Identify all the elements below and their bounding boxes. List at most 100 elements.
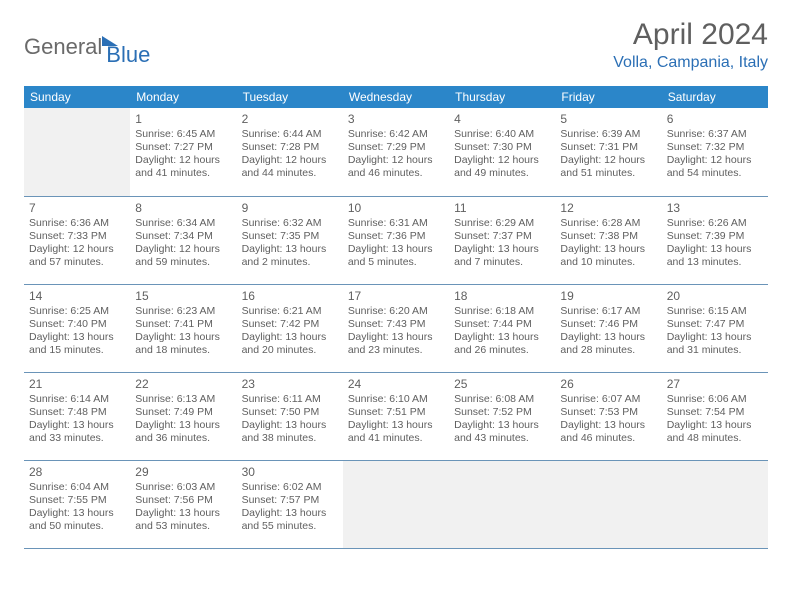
daylight-line: and 20 minutes. (242, 344, 338, 357)
daylight-line: and 26 minutes. (454, 344, 550, 357)
calendar-cell: 10Sunrise: 6:31 AMSunset: 7:36 PMDayligh… (343, 196, 449, 284)
day-number: 26 (560, 377, 656, 391)
sunset-line: Sunset: 7:46 PM (560, 318, 656, 331)
daylight-line: and 57 minutes. (29, 256, 125, 269)
sunrise-line: Sunrise: 6:37 AM (667, 128, 763, 141)
sunset-line: Sunset: 7:57 PM (242, 494, 338, 507)
sunset-line: Sunset: 7:30 PM (454, 141, 550, 154)
calendar-cell: 13Sunrise: 6:26 AMSunset: 7:39 PMDayligh… (662, 196, 768, 284)
daylight-line: and 46 minutes. (348, 167, 444, 180)
daylight-line: Daylight: 13 hours (667, 331, 763, 344)
sunrise-line: Sunrise: 6:14 AM (29, 393, 125, 406)
daylight-line: and 33 minutes. (29, 432, 125, 445)
daylight-line: Daylight: 13 hours (667, 243, 763, 256)
sunrise-line: Sunrise: 6:23 AM (135, 305, 231, 318)
daylight-line: and 18 minutes. (135, 344, 231, 357)
sunset-line: Sunset: 7:44 PM (454, 318, 550, 331)
sunset-line: Sunset: 7:49 PM (135, 406, 231, 419)
day-header: Monday (130, 86, 236, 108)
sunset-line: Sunset: 7:34 PM (135, 230, 231, 243)
day-header: Sunday (24, 86, 130, 108)
sunset-line: Sunset: 7:48 PM (29, 406, 125, 419)
daylight-line: Daylight: 13 hours (242, 419, 338, 432)
sunset-line: Sunset: 7:28 PM (242, 141, 338, 154)
daylight-line: and 31 minutes. (667, 344, 763, 357)
sunset-line: Sunset: 7:35 PM (242, 230, 338, 243)
calendar-cell: 15Sunrise: 6:23 AMSunset: 7:41 PMDayligh… (130, 284, 236, 372)
calendar-cell: 4Sunrise: 6:40 AMSunset: 7:30 PMDaylight… (449, 108, 555, 196)
day-number: 17 (348, 289, 444, 303)
daylight-line: Daylight: 13 hours (242, 243, 338, 256)
calendar-cell: 5Sunrise: 6:39 AMSunset: 7:31 PMDaylight… (555, 108, 661, 196)
daylight-line: and 55 minutes. (242, 520, 338, 533)
sunset-line: Sunset: 7:41 PM (135, 318, 231, 331)
sunset-line: Sunset: 7:29 PM (348, 141, 444, 154)
page-title: April 2024 (613, 18, 768, 52)
sunset-line: Sunset: 7:40 PM (29, 318, 125, 331)
day-number: 4 (454, 112, 550, 126)
sunset-line: Sunset: 7:39 PM (667, 230, 763, 243)
day-number: 24 (348, 377, 444, 391)
daylight-line: and 28 minutes. (560, 344, 656, 357)
calendar-cell: 7Sunrise: 6:36 AMSunset: 7:33 PMDaylight… (24, 196, 130, 284)
sunset-line: Sunset: 7:52 PM (454, 406, 550, 419)
daylight-line: and 48 minutes. (667, 432, 763, 445)
calendar-week-row: 21Sunrise: 6:14 AMSunset: 7:48 PMDayligh… (24, 372, 768, 460)
calendar-week-row: 7Sunrise: 6:36 AMSunset: 7:33 PMDaylight… (24, 196, 768, 284)
day-number: 30 (242, 465, 338, 479)
daylight-line: Daylight: 13 hours (29, 507, 125, 520)
calendar-week-row: 1Sunrise: 6:45 AMSunset: 7:27 PMDaylight… (24, 108, 768, 196)
daylight-line: and 46 minutes. (560, 432, 656, 445)
calendar-cell: 18Sunrise: 6:18 AMSunset: 7:44 PMDayligh… (449, 284, 555, 372)
day-number: 16 (242, 289, 338, 303)
logo: General Blue (24, 18, 150, 68)
sunrise-line: Sunrise: 6:45 AM (135, 128, 231, 141)
daylight-line: and 43 minutes. (454, 432, 550, 445)
sunset-line: Sunset: 7:47 PM (667, 318, 763, 331)
sunrise-line: Sunrise: 6:34 AM (135, 217, 231, 230)
location-subtitle: Volla, Campania, Italy (613, 54, 768, 72)
day-number: 29 (135, 465, 231, 479)
sunset-line: Sunset: 7:42 PM (242, 318, 338, 331)
daylight-line: Daylight: 13 hours (348, 243, 444, 256)
day-header: Tuesday (237, 86, 343, 108)
calendar-cell: 16Sunrise: 6:21 AMSunset: 7:42 PMDayligh… (237, 284, 343, 372)
daylight-line: Daylight: 13 hours (454, 243, 550, 256)
day-header: Saturday (662, 86, 768, 108)
sunrise-line: Sunrise: 6:31 AM (348, 217, 444, 230)
calendar-cell: 2Sunrise: 6:44 AMSunset: 7:28 PMDaylight… (237, 108, 343, 196)
daylight-line: Daylight: 12 hours (242, 154, 338, 167)
calendar-cell-blank (343, 460, 449, 548)
daylight-line: Daylight: 13 hours (242, 507, 338, 520)
sunset-line: Sunset: 7:37 PM (454, 230, 550, 243)
sunset-line: Sunset: 7:32 PM (667, 141, 763, 154)
calendar-cell: 14Sunrise: 6:25 AMSunset: 7:40 PMDayligh… (24, 284, 130, 372)
daylight-line: Daylight: 13 hours (667, 419, 763, 432)
calendar-cell: 29Sunrise: 6:03 AMSunset: 7:56 PMDayligh… (130, 460, 236, 548)
sunrise-line: Sunrise: 6:13 AM (135, 393, 231, 406)
sunset-line: Sunset: 7:50 PM (242, 406, 338, 419)
sunset-line: Sunset: 7:51 PM (348, 406, 444, 419)
day-number: 25 (454, 377, 550, 391)
day-number: 14 (29, 289, 125, 303)
day-number: 1 (135, 112, 231, 126)
daylight-line: and 44 minutes. (242, 167, 338, 180)
calendar-week-row: 14Sunrise: 6:25 AMSunset: 7:40 PMDayligh… (24, 284, 768, 372)
daylight-line: Daylight: 12 hours (135, 243, 231, 256)
daylight-line: and 15 minutes. (29, 344, 125, 357)
day-number: 18 (454, 289, 550, 303)
sunrise-line: Sunrise: 6:03 AM (135, 481, 231, 494)
sunrise-line: Sunrise: 6:15 AM (667, 305, 763, 318)
sunrise-line: Sunrise: 6:21 AM (242, 305, 338, 318)
day-number: 15 (135, 289, 231, 303)
title-block: April 2024 Volla, Campania, Italy (613, 18, 768, 72)
daylight-line: Daylight: 13 hours (135, 419, 231, 432)
calendar-cell: 22Sunrise: 6:13 AMSunset: 7:49 PMDayligh… (130, 372, 236, 460)
calendar-cell: 1Sunrise: 6:45 AMSunset: 7:27 PMDaylight… (130, 108, 236, 196)
day-header: Thursday (449, 86, 555, 108)
calendar-header-row: SundayMondayTuesdayWednesdayThursdayFrid… (24, 86, 768, 108)
logo-text-general: General (24, 34, 102, 60)
daylight-line: Daylight: 13 hours (560, 243, 656, 256)
day-number: 12 (560, 201, 656, 215)
day-header: Friday (555, 86, 661, 108)
